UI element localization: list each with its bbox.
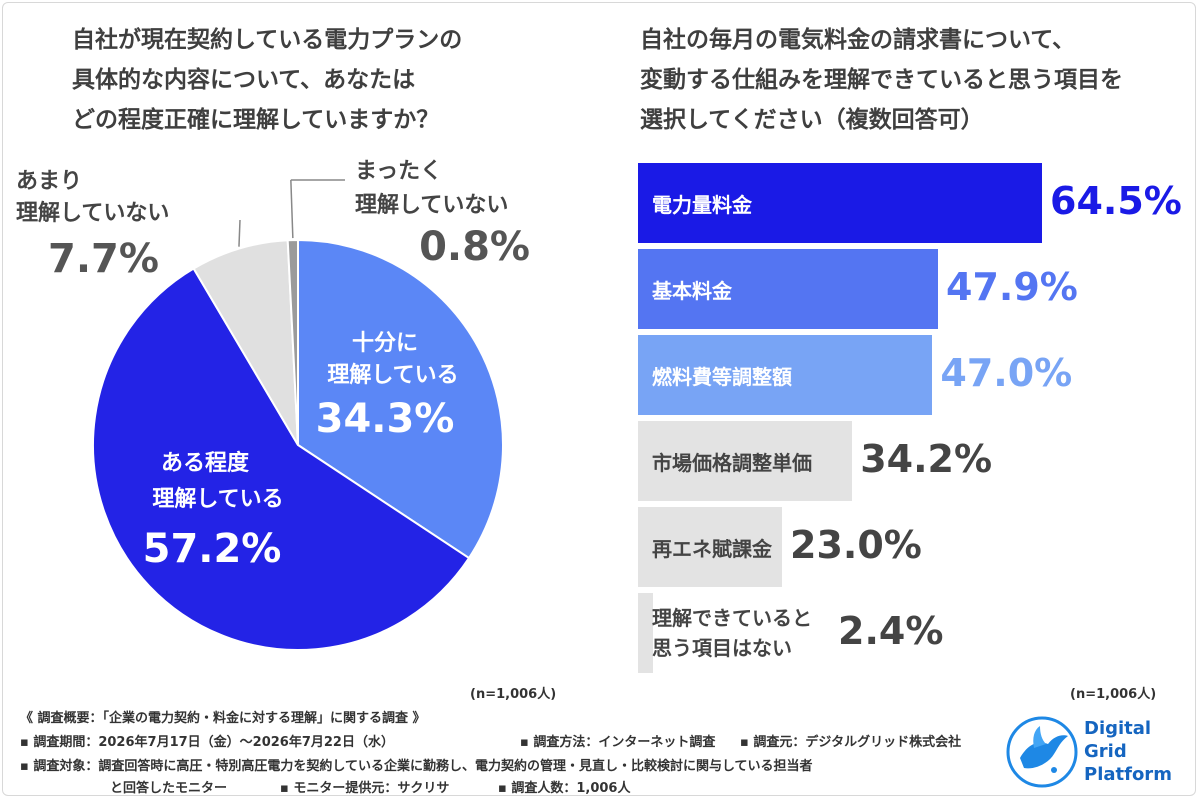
- pie-slice-value: 0.8%: [419, 224, 530, 270]
- bar-2: [638, 335, 933, 415]
- bar-0: [638, 163, 1042, 243]
- pie-slice-label: まったく: [355, 159, 442, 184]
- logo-text-digital: Digital: [1084, 718, 1152, 739]
- bar-question-title: 自社の毎月の電気料金の請求書について、 変動する仕組みを理解できていると思う項目…: [640, 20, 1123, 140]
- pie-callout-line: [290, 179, 294, 239]
- survey-sample-count: ▪ 調査人数：1,006人: [498, 781, 631, 796]
- pie-callout-line: [238, 219, 241, 247]
- pie-slice-label: ある程度: [161, 450, 250, 476]
- bar-value-label: 47.0%: [940, 351, 1073, 395]
- bar-title-line: 選択してください（複数回答可）: [640, 107, 984, 133]
- pie-slice-value: 57.2%: [143, 526, 282, 572]
- pie-title-line: どの程度正確に理解していますか？: [72, 107, 440, 133]
- bar-5: [638, 593, 654, 673]
- bar-category-label: 市場価格調整単価: [652, 450, 812, 475]
- bar-1: [638, 249, 939, 329]
- bar-title-line: 変動する仕組みを理解できていると思う項目を: [640, 67, 1123, 93]
- bar-4: [638, 507, 783, 587]
- pie-slice-3: [286, 238, 299, 446]
- bar-category-label: 理解できていると 思う項目はない: [652, 606, 812, 660]
- bar-category-label: 基本料金: [652, 278, 732, 303]
- bar-category-label: 電力量料金: [652, 192, 752, 217]
- pie-slice-value: 7.7%: [48, 236, 159, 282]
- logo-text-grid: Grid: [1084, 741, 1127, 762]
- bar-value-label: 64.5%: [1050, 179, 1182, 223]
- bar-category-label: 再エネ賦課金: [652, 536, 772, 561]
- survey-overview-title: 《 調査概要：「企業の電力契約・料金に対する理解」に関する調査 》: [20, 711, 426, 726]
- pie-slice-label: 理解している: [152, 486, 283, 512]
- bar-3: [638, 421, 853, 501]
- survey-period: ▪ 調査期間：2026年7月17日（金）〜2026年7月22日（水）: [20, 735, 394, 750]
- bar-category-label: 燃料費等調整額: [652, 364, 792, 389]
- bar-value-label: 34.2%: [860, 437, 993, 481]
- survey-target: ▪ 調査対象：調査回答時に高圧・特別高圧電力を契約している企業に勤務し、電力契約…: [20, 759, 813, 774]
- pie-slice-1: [92, 267, 471, 652]
- survey-method: ▪ 調査方法：インターネット調査: [520, 735, 716, 750]
- pie-slice-label: 理解していない: [355, 192, 508, 218]
- survey-source: ▪ 調査元：デジタルグリッド株式会社: [740, 735, 962, 750]
- pie-slice-label: 理解している: [327, 362, 458, 388]
- pie-slice-2: [192, 239, 299, 446]
- logo-text-platform: Platform: [1084, 764, 1172, 785]
- logo-icon: [1006, 716, 1078, 788]
- pie-chart: 十分に理解している34.3%ある程度理解している57.2%あまり理解していない7…: [16, 159, 530, 652]
- bar-value-label: 2.4%: [838, 609, 944, 653]
- bar-title-line: 自社の毎月の電気料金の請求書について、: [640, 27, 1076, 53]
- pie-slice-value: 34.3%: [316, 396, 455, 442]
- pie-sample-size-note: (n=1,006人): [470, 687, 557, 702]
- survey-target-cont: と回答したモニター: [110, 781, 228, 796]
- pie-title-line: 自社が現在契約している電力プランの: [72, 27, 463, 53]
- bar-value-label: 23.0%: [790, 523, 922, 567]
- pie-slice-label: 理解していない: [16, 200, 169, 226]
- pie-slice-label: 十分に: [352, 331, 418, 356]
- pie-slice-label: あまり: [16, 169, 82, 194]
- bar-value-label: 47.9%: [946, 265, 1078, 309]
- pie-title-line: 具体的な内容について、あなたは: [72, 67, 416, 93]
- survey-monitor-provider: ▪ モニター提供元：サクリサ: [280, 781, 450, 796]
- bar-sample-size-note: (n=1,006人): [1070, 687, 1157, 702]
- pie-question-title: 自社が現在契約している電力プランの 具体的な内容について、あなたは どの程度正確…: [72, 20, 462, 140]
